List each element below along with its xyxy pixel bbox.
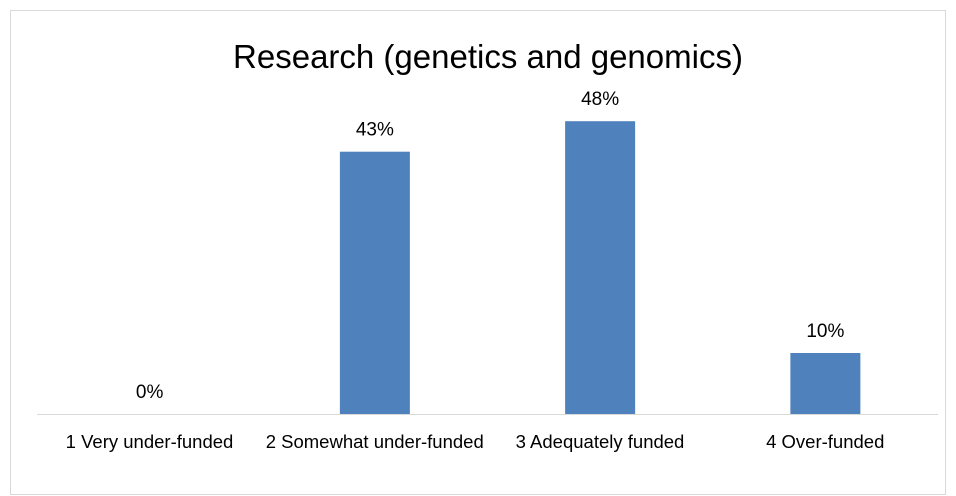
bar [790,353,861,414]
data-label: 10% [806,321,844,342]
data-label: 48% [581,89,619,110]
x-tick-label: 1 Very under-funded [65,431,234,452]
chart-border [10,10,946,495]
x-tick-label: 4 Over-funded [766,431,885,452]
data-label: 0% [136,382,164,403]
bar [339,151,410,414]
chart-title: Research (genetics and genomics) [233,38,743,75]
bar [565,121,636,414]
x-tick-label: 3 Adequately funded [515,431,685,452]
x-tick-label: 2 Somewhat under-funded [265,431,484,452]
data-label: 43% [356,120,394,141]
